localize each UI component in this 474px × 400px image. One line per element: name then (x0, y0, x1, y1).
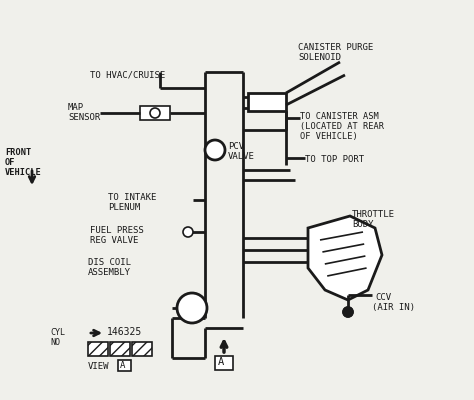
Text: (AIR IN): (AIR IN) (372, 303, 415, 312)
Text: DIS COIL: DIS COIL (88, 258, 131, 267)
Text: OF: OF (5, 158, 16, 167)
Text: NO: NO (50, 338, 60, 347)
Text: TO TOP PORT: TO TOP PORT (305, 155, 364, 164)
Text: VEHICLE: VEHICLE (5, 168, 42, 177)
Text: A: A (119, 361, 125, 370)
Bar (118, 360, 131, 371)
Bar (88, 342, 108, 356)
Text: CANISTER PURGE: CANISTER PURGE (298, 43, 373, 52)
Text: REG VALVE: REG VALVE (90, 236, 138, 245)
Circle shape (177, 293, 207, 323)
Text: BODY: BODY (352, 220, 374, 229)
Text: TO CANISTER ASM: TO CANISTER ASM (300, 112, 379, 121)
Text: FRONT: FRONT (5, 148, 31, 157)
Text: OF VEHICLE): OF VEHICLE) (300, 132, 358, 141)
Text: TO HVAC/CRUISE: TO HVAC/CRUISE (90, 70, 165, 79)
Text: PCV: PCV (228, 142, 244, 151)
Text: PLENUM: PLENUM (108, 203, 140, 212)
Bar (132, 342, 152, 356)
Text: CYL: CYL (50, 328, 65, 337)
Bar (215, 356, 233, 370)
Text: MAP: MAP (68, 103, 84, 112)
Bar (110, 342, 130, 356)
Bar (248, 93, 286, 111)
Text: 146325: 146325 (107, 327, 142, 337)
Text: SENSOR: SENSOR (68, 113, 100, 122)
Circle shape (183, 227, 193, 237)
Text: TO INTAKE: TO INTAKE (108, 193, 156, 202)
Text: A: A (218, 357, 224, 367)
Circle shape (150, 108, 160, 118)
Circle shape (343, 307, 353, 317)
Circle shape (343, 307, 353, 317)
Circle shape (205, 140, 225, 160)
Polygon shape (308, 216, 382, 300)
Text: FUEL PRESS: FUEL PRESS (90, 226, 144, 235)
Text: CCV: CCV (375, 293, 391, 302)
Text: SOLENOID: SOLENOID (298, 53, 341, 62)
Text: ASSEMBLY: ASSEMBLY (88, 268, 131, 277)
Text: (LOCATED AT REAR: (LOCATED AT REAR (300, 122, 384, 131)
Text: VALVE: VALVE (228, 152, 255, 161)
Bar (140, 106, 170, 120)
Text: THROTTLE: THROTTLE (352, 210, 395, 219)
Text: VIEW: VIEW (88, 362, 109, 371)
